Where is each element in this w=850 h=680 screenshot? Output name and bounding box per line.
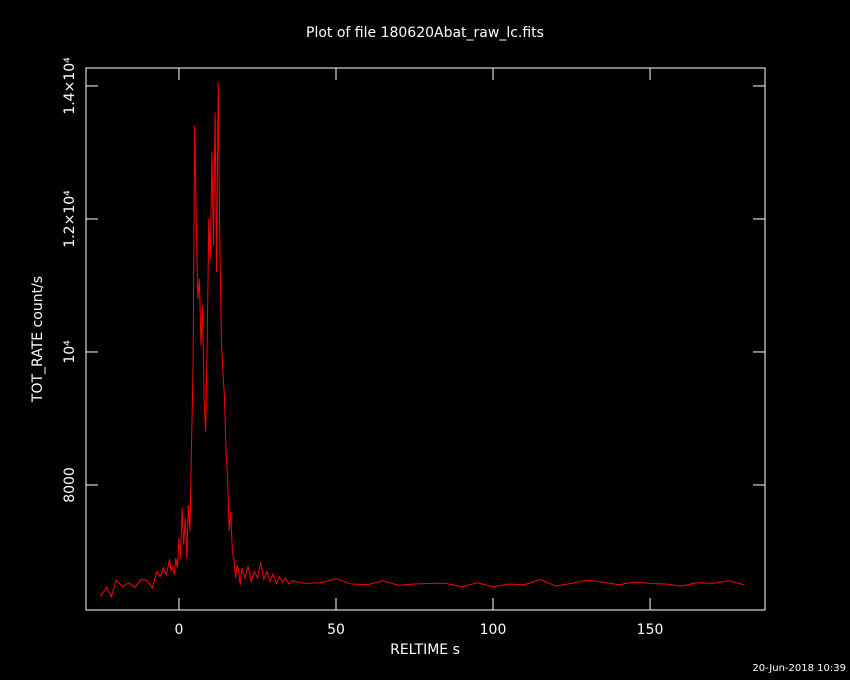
x-axis-label: RELTIME s bbox=[390, 642, 460, 658]
y-tick-label: 1.4×10⁴ bbox=[62, 57, 78, 115]
y-axis-label: TOT_RATE count/s bbox=[30, 276, 46, 403]
x-tick-label: 100 bbox=[480, 622, 507, 638]
y-tick-label: 10⁴ bbox=[62, 340, 78, 364]
y-tick-label: 8000 bbox=[62, 467, 78, 503]
data-line bbox=[100, 82, 745, 599]
timestamp: 20-Jun-2018 10:39 bbox=[752, 663, 846, 674]
chart-title: Plot of file 180620Abat_raw_lc.fits bbox=[306, 25, 544, 41]
x-tick-label: 0 bbox=[175, 622, 184, 638]
y-tick-label: 1.2×10⁴ bbox=[62, 190, 78, 248]
x-tick-label: 50 bbox=[327, 622, 345, 638]
x-tick-label: 150 bbox=[637, 622, 664, 638]
plot-frame bbox=[85, 67, 766, 611]
